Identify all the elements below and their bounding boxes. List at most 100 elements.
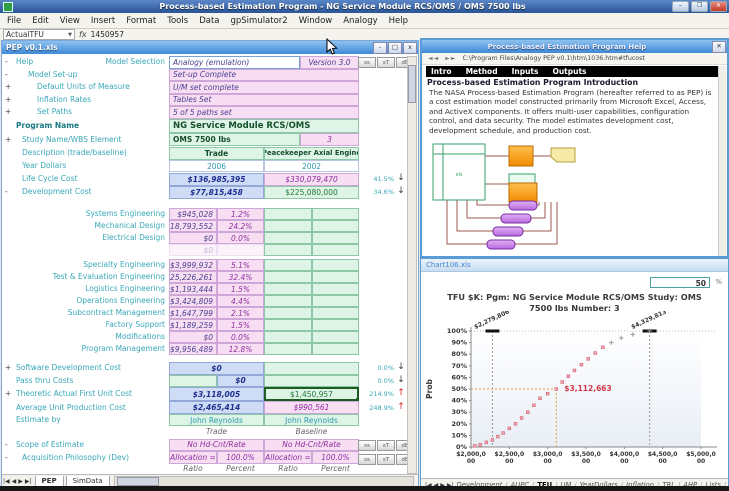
workbook-titlebar[interactable]: PEP v0.1.xls - □ x — [2, 41, 418, 54]
menu-view[interactable]: View — [59, 15, 80, 26]
empty-cell[interactable] — [311, 244, 359, 256]
empty-cell[interactable] — [311, 331, 359, 343]
menu-analogy[interactable]: Analogy — [343, 15, 378, 26]
chart-tab-inflation[interactable]: Inflation — [626, 481, 655, 489]
menu-tools[interactable]: Tools — [167, 15, 189, 26]
cost-amount-cell[interactable]: $3,424,809 — [169, 295, 217, 307]
empty-cell[interactable] — [264, 295, 312, 307]
menu-insert[interactable]: Insert — [90, 15, 116, 26]
empty-cell[interactable] — [311, 208, 359, 220]
trade-value-cell[interactable]: $77,815,458 — [169, 185, 264, 199]
cost-percent-cell[interactable]: 32.4% — [217, 271, 264, 283]
empty-cell[interactable] — [311, 319, 359, 331]
menu-format[interactable]: Format — [126, 15, 157, 26]
tafu-baseline-cell-selected[interactable]: $1,450,957 — [264, 387, 359, 401]
cost-percent-cell[interactable]: 0.0% — [217, 331, 264, 343]
empty-cell[interactable] — [311, 259, 359, 271]
outline-toggle[interactable]: + — [5, 135, 12, 144]
outline-toggle[interactable]: + — [5, 94, 12, 104]
menu-edit[interactable]: Edit — [32, 15, 49, 26]
workbook-minimize-button[interactable]: - — [373, 41, 387, 54]
probability-input[interactable]: 50 — [650, 277, 710, 288]
baseline-value-cell[interactable]: $330,079,470 — [264, 172, 359, 186]
trade-value-cell[interactable]: 2006 — [169, 160, 264, 172]
help-tab-intro[interactable]: Intro — [431, 67, 452, 76]
baseline-value-cell[interactable]: 2002 — [264, 160, 359, 172]
estimate-by-trade-cell[interactable]: John Reynolds — [169, 414, 264, 426]
mini-button-sT[interactable]: sT — [377, 454, 395, 465]
program-name-cell[interactable]: NG Service Module RCS/OMS — [169, 119, 359, 133]
cost-percent-cell[interactable]: 4.4% — [217, 295, 264, 307]
chart-tab-ahp[interactable]: AHP — [683, 481, 698, 489]
outline-toggle[interactable]: + — [5, 82, 12, 91]
vertical-scrollbar[interactable] — [407, 56, 417, 474]
menu-window[interactable]: Window — [298, 15, 333, 26]
empty-cell[interactable] — [264, 220, 312, 232]
help-tab-outputs[interactable]: Outputs — [552, 67, 587, 76]
study-number-cell[interactable]: 3 — [300, 133, 359, 146]
outline-toggle[interactable]: - — [5, 440, 8, 449]
app-maximize-button[interactable]: ❐ — [691, 1, 708, 12]
chevron-down-icon[interactable]: ▼ — [68, 31, 72, 38]
sheet-tab-simdata[interactable]: SimData — [65, 475, 110, 487]
alloc-label-cell[interactable]: Allocation = — [169, 451, 217, 464]
empty-cell[interactable] — [264, 343, 312, 355]
study-name-cell[interactable]: OMS 7500 lbs — [169, 133, 300, 146]
selection-fill-handle[interactable] — [356, 398, 357, 399]
scope-baseline-cell[interactable]: No Hd-Cnt/Rate — [264, 438, 359, 451]
cost-percent-cell[interactable] — [217, 244, 264, 256]
outline-toggle[interactable]: - — [5, 57, 8, 66]
setup-status-cell[interactable]: Tables Set — [169, 93, 359, 106]
help-close-button[interactable]: ✕ — [712, 40, 726, 53]
outline-toggle[interactable]: - — [5, 69, 8, 79]
help-tab-inputs[interactable]: Inputs — [511, 67, 539, 76]
setup-status-cell[interactable]: 5 of 5 paths set — [169, 106, 359, 119]
cost-percent-cell[interactable]: 24.2% — [217, 220, 264, 232]
menu-data[interactable]: Data — [199, 15, 220, 26]
cost-amount-cell[interactable]: $945,028 — [169, 208, 217, 220]
outline-toggle[interactable]: - — [5, 186, 8, 196]
chart-tab-trl[interactable]: TRL — [662, 481, 675, 489]
cost-amount-cell[interactable]: $25,226,261 — [169, 271, 217, 283]
pass-thru-cell[interactable]: $0 — [217, 374, 264, 387]
prev-sheet-icon[interactable]: ◀ — [11, 477, 17, 485]
last-sheet-icon[interactable]: ▶| — [24, 477, 32, 485]
app-close-button[interactable]: ✕ — [710, 1, 727, 12]
mini-button-sT[interactable]: sT — [377, 440, 395, 451]
trade-header-cell[interactable]: Trade — [169, 146, 264, 160]
horizontal-scrollbar[interactable] — [113, 475, 414, 487]
empty-cell[interactable] — [311, 307, 359, 319]
chart-tab-yeardollars[interactable]: YearDollars — [579, 481, 618, 489]
chart-tab-tfu[interactable]: TFU — [537, 481, 553, 489]
estimate-by-baseline-cell[interactable]: John Reynolds — [264, 414, 359, 426]
software-dev-cost-cell[interactable]: $0 — [169, 362, 264, 375]
aupc-trade-cell[interactable]: $2,465,414 — [169, 401, 264, 414]
mini-button-sT[interactable]: sT — [377, 57, 395, 68]
chart-tab-development[interactable]: Development — [456, 481, 503, 489]
empty-cell[interactable] — [264, 319, 312, 331]
first-sheet-icon[interactable]: |◀ — [425, 481, 432, 489]
help-tab-method[interactable]: Method — [465, 67, 498, 76]
cost-percent-cell[interactable]: 1.5% — [217, 283, 264, 295]
last-sheet-icon[interactable]: ▶| — [446, 481, 454, 489]
cost-percent-cell[interactable]: 1.5% — [217, 319, 264, 331]
model-selection-cell[interactable]: Analogy (emulation) — [169, 56, 300, 69]
menu-file[interactable]: File — [7, 15, 22, 26]
next-sheet-icon[interactable]: ▶ — [440, 481, 445, 489]
empty-cell[interactable] — [311, 220, 359, 232]
next-sheet-icon[interactable]: ▶ — [18, 477, 23, 485]
tafu-trade-cell[interactable]: $3,118,005 — [169, 387, 264, 401]
spreadsheet[interactable]: - Help Model Selection Analogy (emulation) V… — [2, 54, 418, 474]
scope-trade-cell[interactable]: No Hd-Cnt/Rate — [169, 438, 264, 451]
empty-cell[interactable] — [264, 208, 312, 220]
prev-sheet-icon[interactable]: ◀ — [433, 481, 439, 489]
alloc-label-cell[interactable]: Allocation = — [264, 451, 312, 464]
menu-gpsimulator2[interactable]: gpSimulator2 — [230, 15, 288, 26]
empty-cell[interactable] — [264, 331, 312, 343]
empty-cell[interactable] — [311, 343, 359, 355]
baseline-header-cell[interactable]: Peacekeeper Axial Engine — [264, 146, 359, 160]
empty-cell[interactable] — [264, 259, 312, 271]
cost-amount-cell[interactable]: $9,956,489 — [169, 343, 217, 355]
formula-bar-value[interactable]: 1450957 — [90, 30, 124, 39]
sheet-tab-pep[interactable]: PEP — [34, 475, 64, 487]
